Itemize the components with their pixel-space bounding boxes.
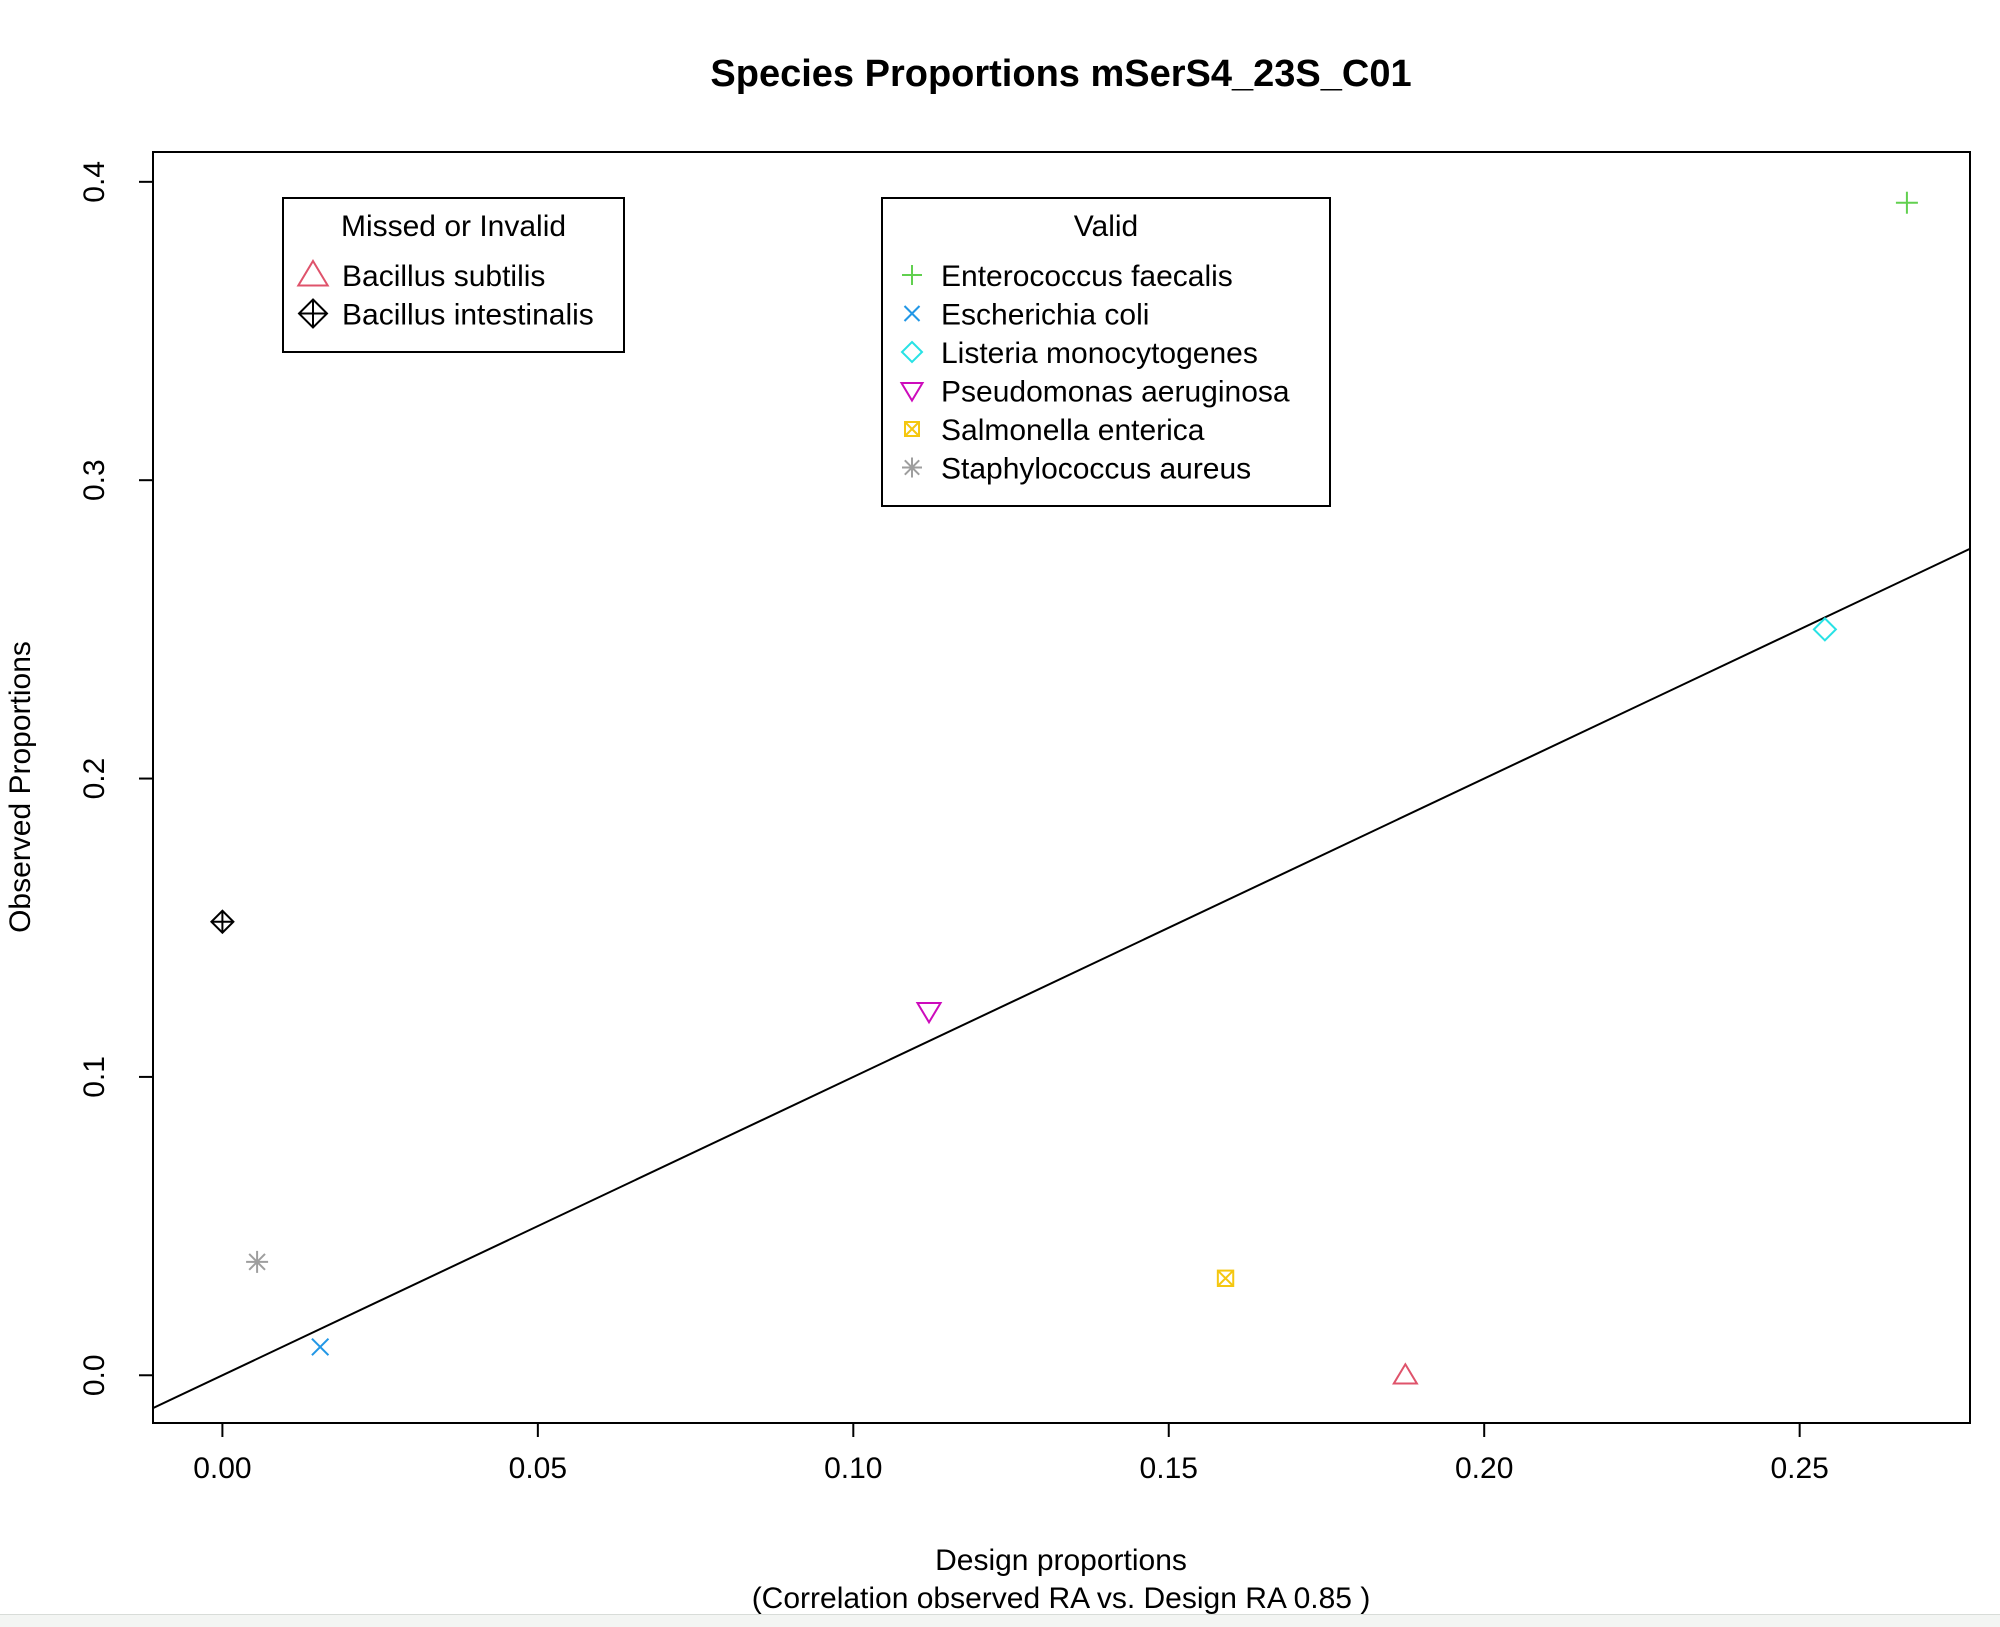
legend-title: Valid xyxy=(1074,210,1138,243)
legend-marker-part xyxy=(904,459,920,476)
x-axis-sublabel: (Correlation observed RA vs. Design RA 0… xyxy=(752,1582,1371,1614)
x-tick-label: 0.05 xyxy=(509,1452,567,1485)
legend-marker xyxy=(903,305,921,322)
data-point-pseudomonas-aeruginosa-part xyxy=(915,1002,943,1025)
legend-label: Staphylococcus aureus xyxy=(941,453,1251,486)
legend-marker-part xyxy=(899,382,925,403)
legend-marker-part xyxy=(903,305,921,322)
legend-marker-part xyxy=(900,340,924,364)
chart-title: Species Proportions mSerS4_23S_C01 xyxy=(710,53,1411,95)
legend-marker-part xyxy=(904,421,920,437)
legend-label: Salmonella enterica xyxy=(941,414,1205,447)
legend-marker-part xyxy=(904,421,920,437)
data-point-salmonella-enterica-part xyxy=(1217,1269,1234,1287)
legend-marker xyxy=(296,259,330,287)
legend-box xyxy=(881,197,1331,507)
y-tick-label: 0.1 xyxy=(78,1056,111,1098)
bottom-status-strip xyxy=(0,1614,2000,1627)
data-point-escherichia-coli-part xyxy=(311,1337,330,1356)
x-tick-label: 0.15 xyxy=(1140,1452,1198,1485)
legend-label: Pseudomonas aeruginosa xyxy=(941,376,1290,409)
legend-label: Listeria monocytogenes xyxy=(941,337,1258,370)
legend-marker xyxy=(899,382,925,403)
legend-marker-part xyxy=(296,259,330,287)
legend-label: Enterococcus faecalis xyxy=(941,260,1233,293)
y-tick-label: 0.3 xyxy=(78,459,111,501)
data-point-staphylococcus-aureus-part xyxy=(248,1253,266,1271)
y-tick-label: 0.2 xyxy=(78,758,111,800)
data-point-bacillus-subtilis-part xyxy=(1392,1362,1419,1385)
legend-label: Escherichia coli xyxy=(941,299,1149,332)
reference-line xyxy=(153,547,1970,1409)
data-point-escherichia-coli xyxy=(311,1337,330,1356)
legend-box xyxy=(282,197,625,353)
legend-missed-or-invalid: Missed or Invalid Bacillus subtilis Bacill… xyxy=(282,197,625,353)
data-point-salmonella-enterica xyxy=(1216,1269,1235,1287)
plot-area: 0.00 0.05 0.10 0.15 0.20 0.25 0.0 0.1 0.2 0.3 0.4 M… xyxy=(78,151,1971,1485)
data-point-bacillus-subtilis xyxy=(1392,1362,1419,1385)
x-tick-label: 0.25 xyxy=(1770,1452,1828,1485)
x-tick-label: 0.20 xyxy=(1455,1452,1513,1485)
legend-marker xyxy=(904,421,920,437)
legend-marker xyxy=(297,298,329,329)
plot-frame xyxy=(152,151,1971,1424)
data-point-enterococcus-faecalis xyxy=(1895,191,1918,214)
data-point-listeria-monocytogenes-part xyxy=(1812,616,1838,642)
y-tick-label: 0.0 xyxy=(78,1354,111,1396)
x-tick-label: 0.10 xyxy=(824,1452,882,1485)
data-point-salmonella-enterica-part xyxy=(1216,1269,1235,1287)
x-tick-label: 0.00 xyxy=(193,1452,251,1485)
y-tick-label: 0.4 xyxy=(78,161,111,203)
legend-marker xyxy=(902,265,922,285)
legend-marker xyxy=(900,340,924,364)
legend-label: Bacillus intestinalis xyxy=(342,299,594,332)
legend-valid: Valid Enterococcus faecalis Escherichia co… xyxy=(881,197,1331,507)
data-point-pseudomonas-aeruginosa xyxy=(915,1002,943,1025)
y-axis-label: Observed Proportions xyxy=(4,641,37,933)
data-point-staphylococcus-aureus xyxy=(246,1250,269,1273)
legend-label: Bacillus subtilis xyxy=(342,260,545,293)
data-point-bacillus-intestinalis xyxy=(209,909,235,935)
legend-marker xyxy=(902,457,922,478)
x-axis-label: Design proportions xyxy=(935,1544,1187,1577)
legend-title: Missed or Invalid xyxy=(341,210,566,243)
data-point-listeria-monocytogenes xyxy=(1812,616,1838,642)
